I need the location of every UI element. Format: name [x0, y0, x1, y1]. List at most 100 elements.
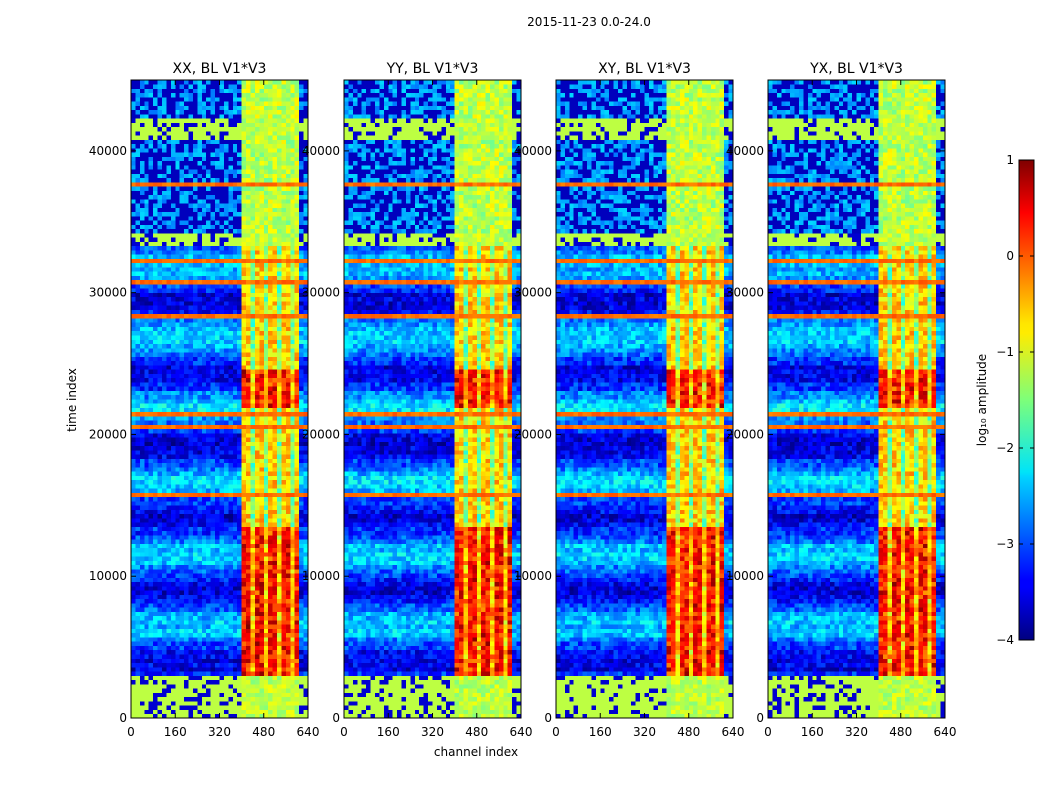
heatmap-cell [131, 292, 136, 298]
heatmap-cell [166, 207, 172, 213]
heatmap-cell [294, 641, 300, 646]
heatmap-cell [254, 373, 260, 379]
heatmap-cell [219, 666, 225, 672]
heatmap-cell [223, 403, 229, 408]
heatmap-cell [277, 666, 282, 672]
heatmap-cell [175, 696, 180, 702]
heatmap-cell [135, 535, 141, 540]
heatmap-cell [192, 437, 198, 442]
heatmap-cell [219, 615, 225, 621]
heatmap-cell [148, 573, 154, 578]
heatmap-cell [184, 207, 189, 213]
heatmap-cell [179, 322, 185, 327]
heatmap-cell [170, 654, 176, 659]
heatmap-cell [184, 679, 189, 685]
heatmap-cell [228, 356, 234, 362]
heatmap-cell [179, 352, 185, 357]
heatmap-cell [290, 611, 296, 617]
heatmap-cell [250, 237, 256, 242]
heatmap-cell [303, 420, 309, 425]
heatmap-cell [254, 313, 260, 319]
heatmap-cell [166, 428, 172, 434]
heatmap-cell [237, 560, 242, 566]
heatmap-cell [157, 535, 163, 540]
heatmap-cell [153, 671, 158, 676]
heatmap-cell [281, 522, 287, 527]
heatmap-cell [135, 479, 141, 485]
heatmap-cell [299, 462, 304, 468]
heatmap-cell [246, 624, 251, 629]
heatmap-cell [201, 445, 207, 451]
heatmap-cell [277, 403, 282, 408]
heatmap-cell [170, 462, 176, 468]
heatmap-cell [153, 433, 158, 438]
heatmap-cell [197, 186, 203, 191]
heatmap-cell [201, 641, 207, 646]
heatmap-cell [272, 296, 278, 302]
heatmap-cell [303, 564, 309, 570]
heatmap-cell [179, 211, 185, 217]
heatmap-cell [144, 330, 149, 336]
heatmap-cell [161, 692, 167, 698]
heatmap-cell [259, 581, 265, 587]
heatmap-cell [290, 458, 296, 464]
heatmap-cell [210, 675, 216, 681]
heatmap-cell [223, 279, 229, 285]
heatmap-cell [175, 437, 180, 442]
heatmap-cell [290, 190, 296, 196]
heatmap-cell [210, 330, 216, 336]
heatmap-cell [170, 598, 176, 604]
heatmap-cell [170, 381, 176, 387]
heatmap-cell [277, 262, 282, 268]
heatmap-cell [223, 364, 229, 370]
heatmap-cell [188, 522, 194, 527]
heatmap-cell [223, 620, 229, 625]
heatmap-cell [290, 501, 296, 506]
heatmap-cell [153, 581, 158, 587]
heatmap-cell [135, 705, 141, 710]
heatmap-cell [215, 603, 220, 608]
heatmap-cell [294, 211, 300, 217]
heatmap-cell [192, 479, 198, 485]
heatmap-cell [259, 471, 265, 476]
heatmap-cell [157, 603, 163, 608]
heatmap-cell [179, 424, 185, 430]
heatmap-cell [135, 454, 141, 459]
heatmap-cell [246, 216, 251, 221]
heatmap-cell [166, 267, 172, 272]
heatmap-cell [232, 505, 238, 510]
heatmap-cell [232, 645, 238, 651]
heatmap-cell [232, 577, 238, 583]
heatmap-cell [294, 394, 300, 400]
heatmap-cell [184, 352, 189, 357]
heatmap-cell [272, 233, 278, 238]
heatmap-cell [246, 649, 251, 655]
heatmap-cell [157, 615, 163, 621]
heatmap-cell [197, 284, 203, 289]
heatmap-cell [303, 484, 309, 489]
heatmap-cell [157, 450, 163, 455]
heatmap-cell [254, 364, 260, 370]
heatmap-cell [157, 454, 163, 459]
heatmap-cell [153, 343, 158, 349]
heatmap-cell [223, 539, 229, 544]
heatmap-cell [241, 564, 247, 570]
heatmap-cell [232, 220, 238, 225]
heatmap-cell [166, 194, 172, 200]
heatmap-cell [144, 492, 149, 498]
heatmap-cell [175, 424, 180, 430]
heatmap-cell [223, 709, 229, 715]
heatmap-cell [144, 339, 149, 344]
heatmap-cell [148, 535, 154, 540]
heatmap-cell [206, 662, 211, 668]
heatmap-cell [246, 543, 251, 549]
heatmap-cell [197, 279, 203, 285]
heatmap-cell [263, 509, 269, 515]
heatmap-cell [246, 254, 251, 259]
heatmap-cell [272, 352, 278, 357]
heatmap-cell [153, 445, 158, 451]
heatmap-cell [294, 692, 300, 698]
heatmap-cell [272, 581, 278, 587]
heatmap-cell [246, 245, 251, 251]
heatmap-cell [303, 543, 309, 549]
